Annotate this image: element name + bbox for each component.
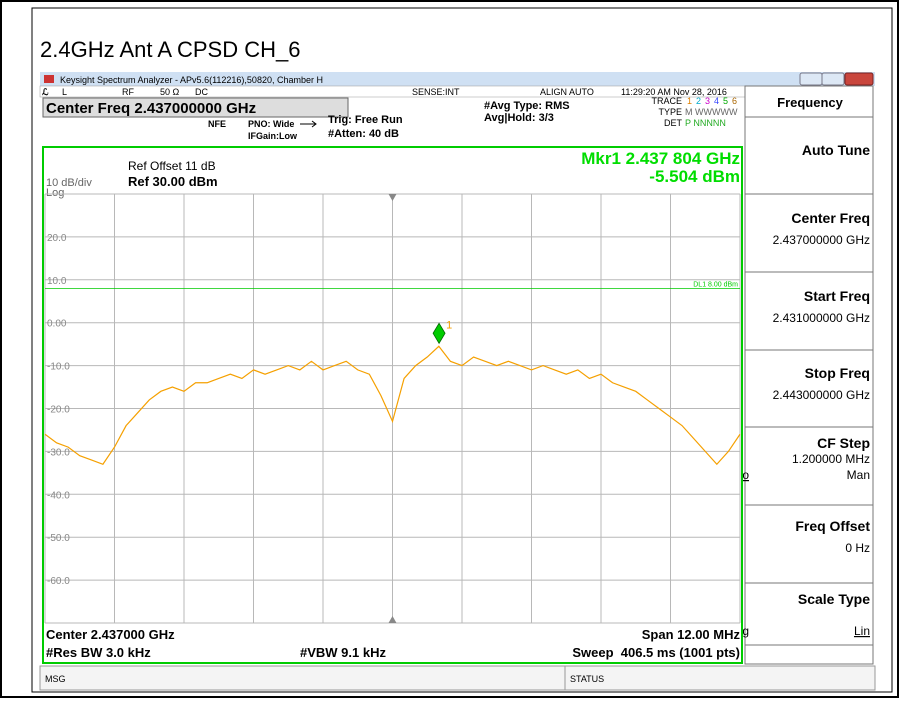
softkey-panel	[744, 85, 874, 665]
span-label: Span 12.00 MHz	[642, 627, 741, 642]
type-label: TYPE	[658, 107, 682, 117]
center-indicator	[388, 194, 397, 201]
det-label: DET	[664, 118, 683, 128]
y-tick-label: -20.0	[47, 405, 70, 416]
restore-button[interactable]	[821, 72, 845, 86]
display-line-label: DL1 8.00 dBm	[693, 281, 738, 288]
scale-lin: Lin	[854, 624, 870, 638]
status: STATUS	[570, 674, 604, 684]
stop-freq-label: Stop Freq	[805, 365, 870, 381]
lxi-icon: ℒ	[42, 87, 49, 97]
marker	[432, 322, 446, 345]
cf-step-label: CF Step	[817, 435, 870, 451]
title-bar	[40, 72, 875, 86]
avg-type: #Avg Type: RMS	[484, 100, 570, 112]
app-icon	[44, 75, 54, 83]
center-label: Center 2.437000 GHz	[46, 627, 175, 642]
close-button[interactable]	[844, 72, 874, 86]
sense: SENSE:INT	[412, 87, 460, 97]
type-value: M WWWWW	[685, 107, 738, 117]
input: L	[62, 87, 67, 97]
start-freq-label: Start Freq	[804, 288, 870, 304]
trace-number: 6	[732, 96, 737, 106]
marker-freq: Mkr1 2.437 804 GHz	[581, 149, 740, 168]
time: 11:29:20 AM Nov 28, 2016	[621, 87, 727, 97]
menu-title: Frequency	[777, 95, 844, 110]
coupling: DC	[195, 87, 208, 97]
pno: PNO: Wide	[248, 119, 294, 129]
start-freq-value: 2.431000000 GHz	[773, 311, 870, 325]
center-freq-key-value: 2.437000000 GHz	[773, 233, 870, 247]
y-tick-label: -50.0	[47, 533, 70, 544]
rf: RF	[122, 87, 134, 97]
trace	[44, 345, 741, 466]
y-tick-label: -40.0	[47, 490, 70, 501]
center-freq: Center Freq 2.437000000 GHz	[46, 100, 256, 117]
arrow	[300, 120, 317, 128]
trace-number: 3	[705, 96, 710, 106]
det-value: P NNNNN	[685, 118, 726, 128]
align: ALIGN AUTO	[540, 87, 594, 97]
center-freq-box	[42, 97, 349, 118]
trig: Trig: Free Run	[328, 114, 403, 126]
y-tick-label: -60.0	[47, 576, 70, 587]
sweep-label: Sweep 406.5 ms (1001 pts)	[572, 645, 740, 660]
nfe: NFE	[208, 119, 226, 129]
trace-label: TRACE	[651, 96, 682, 106]
page-title: 2.4GHz Ant A CPSD CH_6	[40, 37, 300, 62]
center-freq-key-label: Center Freq	[791, 210, 870, 226]
trace-number: 1	[687, 96, 692, 106]
marker-label: 1	[446, 319, 452, 331]
rbw-label: #Res BW 3.0 kHz	[46, 645, 151, 660]
status-bar	[39, 665, 876, 691]
avg-hold: Avg|Hold: 3/3	[484, 112, 554, 124]
window-title: Keysight Spectrum Analyzer - APv5.6(1122…	[60, 75, 323, 85]
atten: #Atten: 40 dB	[328, 128, 399, 140]
y-tick-label: 20.0	[47, 233, 67, 244]
msg: MSG	[45, 674, 66, 684]
marker-level: -5.504 dBm	[649, 167, 740, 186]
vbw-label: #VBW 9.1 kHz	[300, 645, 386, 660]
scale-type-label: Scale Type	[798, 591, 870, 607]
scale: 10 dB/div	[46, 177, 92, 189]
freq-offset-label: Freq Offset	[795, 518, 870, 534]
y-tick-label: 0.00	[47, 319, 67, 330]
trace-number: 5	[723, 96, 728, 106]
cf-step-value: 1.200000 MHz	[792, 452, 870, 466]
freq-offset-value: 0 Hz	[845, 541, 870, 555]
trace-number: 2	[696, 96, 701, 106]
trace-number: 4	[714, 96, 719, 106]
y-tick-label: -10.0	[47, 362, 70, 373]
cf-man: Man	[847, 468, 870, 482]
center-indicator	[388, 616, 397, 623]
y-tick-label: 10.0	[47, 276, 67, 287]
scale-mode: Log	[46, 187, 64, 199]
auto-tune: Auto Tune	[802, 142, 870, 158]
y-tick-label: -30.0	[47, 447, 70, 458]
ref-offset: Ref Offset 11 dB	[128, 159, 216, 173]
stop-freq-value: 2.443000000 GHz	[773, 388, 870, 402]
ifgain: IFGain:Low	[248, 131, 298, 141]
inner-frame	[31, 7, 893, 693]
ref-level: Ref 30.00 dBm	[128, 174, 218, 189]
minimize-button[interactable]	[799, 72, 823, 86]
impedance: 50 Ω	[160, 87, 180, 97]
